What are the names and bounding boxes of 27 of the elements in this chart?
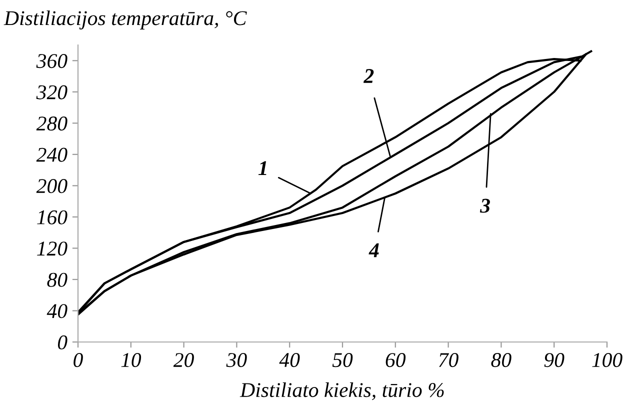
x-axis-title: Distiliato kiekis, tūrio % <box>240 382 444 400</box>
annotation: 3 <box>480 198 490 213</box>
annotation: 1 <box>258 161 266 176</box>
x-tick-label: 20 <box>173 353 194 368</box>
y-tick-label: 120 <box>37 242 68 256</box>
y-tick-label: 200 <box>36 179 68 194</box>
x-tick-label: 100 <box>592 353 622 368</box>
y-tick-label: 160 <box>37 210 68 224</box>
y-tick-label: 240 <box>36 148 68 162</box>
x-tick-label: 10 <box>121 353 142 368</box>
x-tick-label: 0 <box>74 353 83 368</box>
x-tick-label: 50 <box>332 353 353 368</box>
y-tick-label: 0 <box>58 335 68 350</box>
y-tick-label: 320 <box>36 85 68 100</box>
annotation: 4 <box>368 243 379 258</box>
y-tick-label: 80 <box>47 272 68 287</box>
y-axis-title: Distiliacijos temperatūra, °C <box>4 10 247 30</box>
x-tick-label: 30 <box>226 353 247 368</box>
x-tick-label: 60 <box>386 353 406 368</box>
x-tick-label: 40 <box>279 353 300 368</box>
y-tick-label: 40 <box>46 304 68 318</box>
y-tick-label: 360 <box>36 54 68 68</box>
x-tick-label: 80 <box>491 353 512 368</box>
y-tick-label: 280 <box>36 116 68 131</box>
x-tick-label: 90 <box>544 353 564 368</box>
annotation: 2 <box>363 69 374 83</box>
x-tick-label: 70 <box>439 353 458 368</box>
